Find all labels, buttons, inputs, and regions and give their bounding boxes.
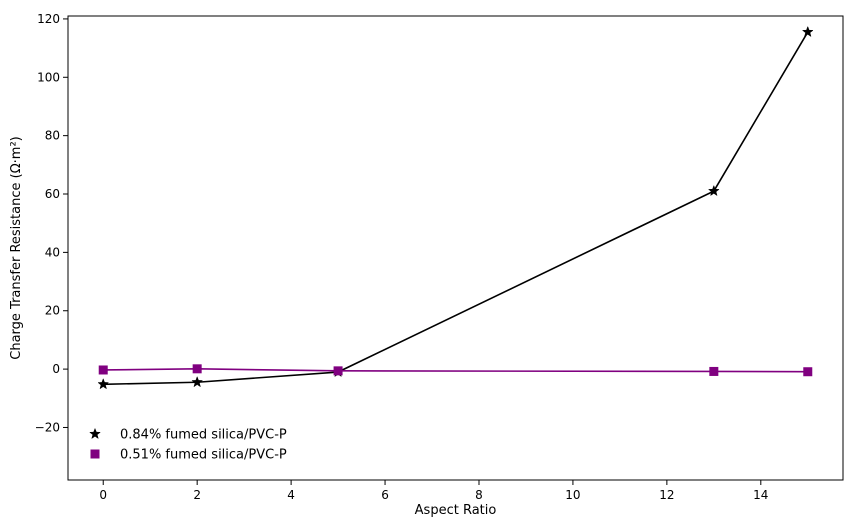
y-tick-label: −20 bbox=[35, 420, 60, 434]
y-tick-label: 80 bbox=[45, 129, 60, 143]
data-point bbox=[98, 365, 108, 375]
legend-label: 0.84% fumed silica/PVC-P bbox=[120, 428, 287, 443]
series-2 bbox=[98, 364, 813, 377]
x-tick-label: 4 bbox=[287, 488, 295, 502]
x-axis-label: Aspect Ratio bbox=[415, 503, 497, 518]
data-point bbox=[803, 367, 813, 377]
y-tick-label: 100 bbox=[37, 70, 60, 84]
data-point bbox=[191, 376, 204, 388]
y-tick-label: 40 bbox=[45, 245, 60, 259]
legend-label: 0.51% fumed silica/PVC-P bbox=[120, 448, 287, 463]
y-tick-label: 0 bbox=[52, 362, 60, 376]
data-point bbox=[707, 184, 720, 197]
data-point bbox=[801, 25, 814, 38]
legend: 0.84% fumed silica/PVC-P 0.51% fumed sili… bbox=[89, 427, 287, 463]
x-axis-ticks: 0 2 4 6 8 10 12 14 bbox=[99, 480, 768, 502]
series-layer bbox=[97, 25, 814, 390]
x-tick-label: 12 bbox=[659, 488, 674, 502]
x-tick-label: 14 bbox=[753, 488, 768, 502]
x-tick-label: 2 bbox=[193, 488, 201, 502]
data-point bbox=[333, 366, 343, 376]
data-point bbox=[192, 364, 202, 374]
x-tick-label: 8 bbox=[475, 488, 483, 502]
plot-frame bbox=[67, 15, 844, 481]
y-tick-label: 60 bbox=[45, 187, 60, 201]
x-tick-label: 10 bbox=[565, 488, 580, 502]
legend-marker bbox=[89, 427, 101, 440]
y-tick-label: 20 bbox=[45, 304, 60, 318]
data-point bbox=[709, 366, 719, 376]
x-tick-label: 6 bbox=[381, 488, 389, 502]
y-axis-ticks: −20 0 20 40 60 80 100 120 bbox=[35, 12, 68, 434]
x-tick-label: 0 bbox=[99, 488, 107, 502]
y-axis-label: Charge Transfer Resistance (Ω·m²) bbox=[9, 136, 24, 359]
plot-area bbox=[68, 16, 843, 480]
y-tick-label: 120 bbox=[37, 12, 60, 26]
legend-marker bbox=[90, 449, 100, 459]
data-point bbox=[97, 378, 110, 390]
